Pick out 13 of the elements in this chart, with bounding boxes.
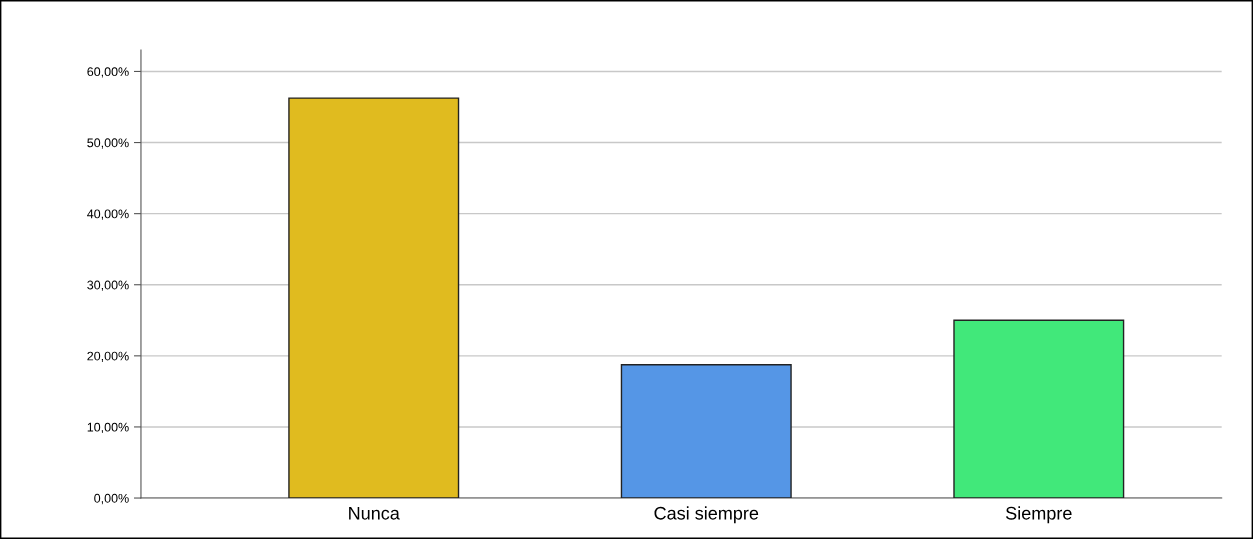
- y-tick-label: 10,00%: [87, 422, 129, 434]
- bar: [620, 364, 792, 499]
- x-tick-label: Nunca: [349, 507, 400, 520]
- y-tick-label: 60,00%: [87, 67, 129, 78]
- bar: [953, 319, 1125, 499]
- y-tick-label: 40,00%: [87, 209, 129, 220]
- y-tick-label: 50,00%: [87, 138, 129, 149]
- y-tick-label: 30,00%: [87, 280, 129, 291]
- y-tick-label: 20,00%: [87, 351, 129, 362]
- x-tick-label: Siempre: [1005, 506, 1072, 524]
- x-tick-label: Casi siempre: [654, 506, 759, 524]
- y-tick-label: 0,00%: [94, 493, 129, 505]
- bar: [288, 97, 460, 499]
